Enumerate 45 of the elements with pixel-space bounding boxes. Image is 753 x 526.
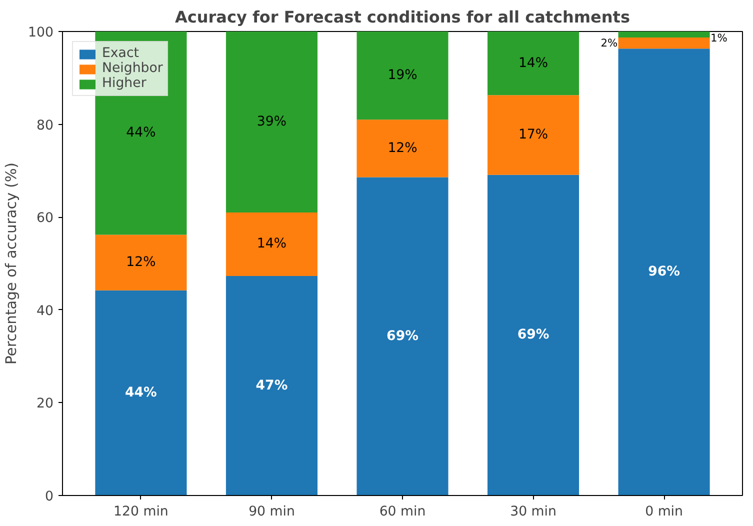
bar [226, 32, 318, 212]
data-label: 69% [517, 328, 550, 343]
bar [356, 120, 448, 178]
x-tick-label: 0 min [645, 504, 683, 520]
data-label: 14% [518, 56, 548, 71]
y-tick-label: 100 [28, 26, 54, 40]
bar [95, 234, 187, 290]
data-label: 12% [126, 255, 156, 270]
legend-label: Exact [102, 46, 140, 61]
x-tick-label: 120 min [114, 504, 168, 520]
bar [226, 276, 318, 496]
x-tick-label: 90 min [248, 504, 295, 520]
bar [488, 174, 580, 496]
data-label: 2% [600, 36, 618, 50]
data-label: 44% [125, 385, 157, 400]
bar [618, 48, 710, 496]
data-label: 47% [256, 378, 288, 394]
data-label: 69% [386, 328, 418, 344]
data-label: 1% [710, 32, 728, 44]
data-label: 14% [256, 236, 287, 252]
bar [488, 95, 580, 175]
bar [95, 290, 187, 496]
bar [618, 38, 710, 49]
x-tick-label: 60 min [379, 504, 426, 520]
bar [356, 32, 448, 120]
y-tick-label: 0 [45, 490, 54, 504]
y-tick-label: 80 [36, 118, 54, 134]
y-axis-title: Percentage of accuracy (%) [3, 162, 20, 365]
legend-label: Neighbor [102, 61, 163, 76]
bar [488, 32, 580, 96]
chart-title: Acuracy for Forecast conditions for all catchments [175, 8, 630, 26]
bar [226, 212, 318, 276]
data-label: 44% [126, 126, 156, 141]
data-label: 96% [648, 264, 680, 280]
legend-label: Higher [102, 76, 146, 91]
x-tick-label: 30 min [510, 504, 556, 520]
data-label: 17% [518, 127, 548, 142]
data-label: 19% [388, 68, 418, 84]
data-label: 12% [388, 140, 418, 156]
y-tick-label: 60 [36, 211, 54, 226]
data-label: 39% [256, 114, 287, 130]
bar [618, 32, 710, 38]
bar [356, 177, 448, 496]
y-tick-label: 40 [36, 304, 54, 319]
y-tick-label: 20 [36, 396, 54, 412]
